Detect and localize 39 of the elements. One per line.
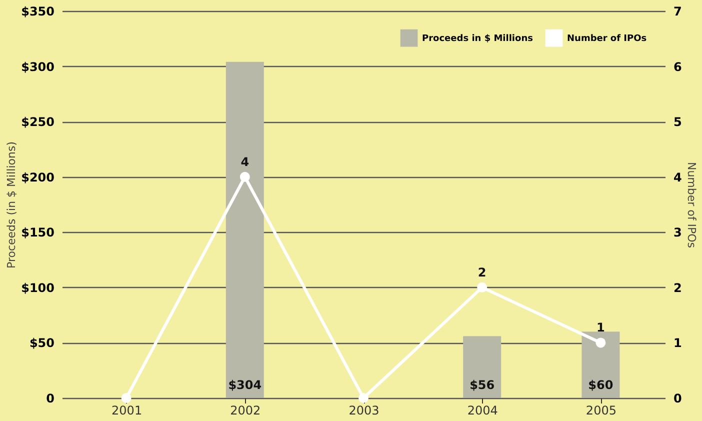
point (121, 393, 132, 403)
data-label: 4 (240, 154, 250, 169)
data-label: 2 (478, 265, 486, 280)
y-axis-title: Proceeds (in $ Millions) (5, 142, 18, 268)
y2-tick-label: 0 (674, 392, 682, 406)
x-tick-label: 2003 (348, 404, 380, 418)
y-tick-label: $250 (21, 115, 54, 130)
data-label: $60 (588, 378, 614, 392)
y2-tick-label: 3 (674, 226, 682, 240)
y2-axis-title: Number of IPOs (684, 162, 698, 248)
y-tick-label: 0 (46, 392, 54, 406)
y-tick-label: $50 (29, 336, 54, 350)
y2-tick-label: 6 (674, 60, 682, 74)
y-tick-label: $300 (21, 60, 54, 74)
y2-tick-label: 4 (674, 170, 682, 184)
data-label: 1 (596, 320, 605, 335)
x-tick-label: 2002 (230, 404, 261, 418)
y2-tick-label: 7 (674, 4, 682, 18)
x-tick-label: 2004 (467, 404, 498, 418)
point (358, 393, 368, 403)
bar (582, 332, 620, 398)
data-label: $304 (228, 378, 262, 392)
y2-tick-label: 2 (674, 280, 682, 295)
bar (463, 336, 502, 398)
x-tick-label: 2005 (586, 404, 616, 418)
point (596, 338, 606, 348)
y-tick-label: $350 (21, 4, 54, 18)
point (477, 282, 488, 292)
legend-label: Number of IPOs (567, 34, 647, 44)
y-tick-label: $150 (21, 226, 54, 240)
y2-tick-label: 5 (674, 115, 682, 130)
bar (226, 62, 264, 398)
x-tick-label: 2001 (112, 404, 142, 418)
data-label: $56 (470, 378, 495, 392)
legend-label: Proceeds in $ Millions (422, 34, 533, 44)
y-tick-label: $100 (21, 280, 54, 295)
point (240, 172, 250, 182)
y2-tick-label: 1 (674, 336, 682, 350)
y-tick-label: $200 (21, 170, 54, 184)
